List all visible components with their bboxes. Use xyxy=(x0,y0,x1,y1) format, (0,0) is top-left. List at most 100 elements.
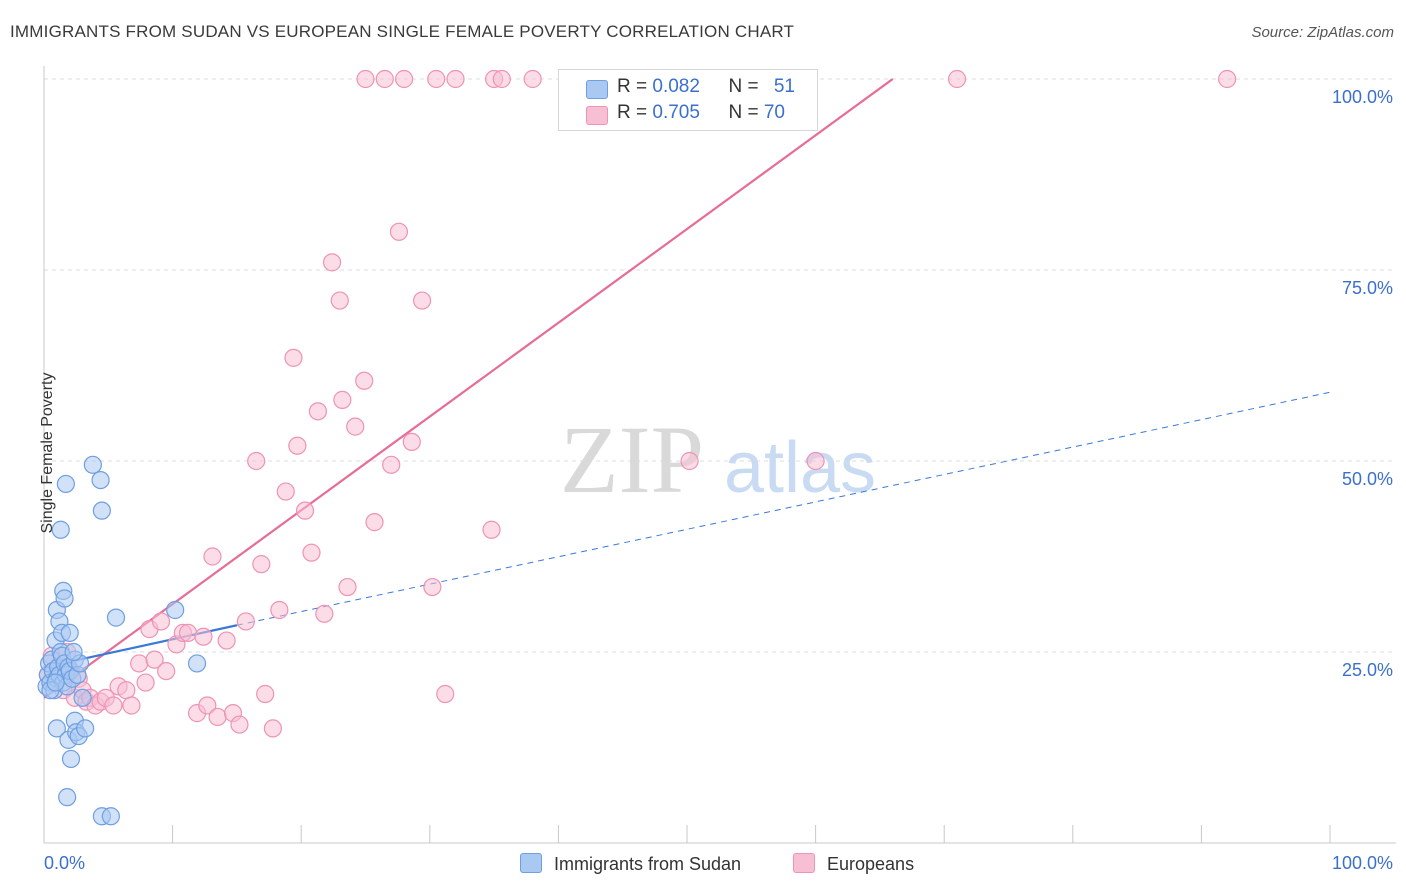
chart-title: IMMIGRANTS FROM SUDAN VS EUROPEAN SINGLE… xyxy=(10,22,795,41)
data-point-europeans xyxy=(446,69,465,89)
data-point-europeans xyxy=(356,69,375,89)
data-point-europeans xyxy=(122,696,141,715)
legend-n-value-europeans: 70 xyxy=(763,102,785,123)
data-point-europeans xyxy=(130,654,149,673)
data-point-europeans xyxy=(322,253,342,272)
data-point-sudan xyxy=(166,600,185,620)
data-point-sudan xyxy=(61,749,81,769)
data-point-europeans xyxy=(389,222,409,241)
data-point-europeans xyxy=(247,451,266,471)
bottom-legend-europeans: Europeans xyxy=(793,853,914,875)
data-point-europeans xyxy=(482,520,501,539)
tick-label-layer: 25.0% 50.0% 75.0% 100.0% 0.0% 100.0% xyxy=(44,87,1393,873)
bottom-legend-label-sudan: Immigrants from Sudan xyxy=(554,854,742,874)
legend-n-label: N = xyxy=(728,102,764,123)
data-point-sudan xyxy=(83,455,102,474)
watermark-atlas: atlas xyxy=(724,428,876,508)
data-point-europeans xyxy=(333,390,352,409)
bottom-legend-label-europeans: Europeans xyxy=(827,854,915,874)
data-point-europeans xyxy=(178,623,198,643)
y-tick-label: 25.0% xyxy=(1342,660,1393,680)
legend-swatch-sudan xyxy=(586,80,608,99)
data-point-europeans xyxy=(947,69,967,89)
data-point-sudan xyxy=(64,642,83,662)
data-point-europeans xyxy=(330,291,349,310)
data-point-europeans xyxy=(284,348,303,367)
data-point-europeans xyxy=(136,673,155,692)
data-point-europeans xyxy=(256,684,275,704)
data-point-sudan xyxy=(60,623,79,643)
data-point-sudan xyxy=(92,501,111,520)
data-point-europeans xyxy=(338,577,357,597)
correlation-legend: R = 0.082 N = 51 R = 0.705 N = 70 xyxy=(558,69,818,131)
data-point-sudan xyxy=(106,608,126,627)
data-point-europeans xyxy=(355,371,374,390)
y-tick-label: 100.0% xyxy=(1332,87,1393,107)
data-point-sudan xyxy=(51,520,70,539)
data-point-europeans xyxy=(270,600,289,620)
data-point-sudan xyxy=(56,474,75,494)
bottom-legend-sudan: Immigrants from Sudan xyxy=(520,853,741,875)
data-point-europeans xyxy=(151,612,171,631)
bottom-legend-swatch-europeans xyxy=(793,853,815,873)
chart-source: Source: ZipAtlas.com xyxy=(1251,24,1394,41)
data-point-europeans xyxy=(806,451,825,471)
x-tick-label: 0.0% xyxy=(44,853,85,873)
data-point-europeans xyxy=(427,69,446,89)
data-point-europeans xyxy=(402,432,421,451)
legend-swatch-europeans xyxy=(586,106,608,125)
data-point-europeans xyxy=(117,681,136,700)
legend-r-value-sudan: 0.082 xyxy=(652,76,700,97)
data-point-europeans xyxy=(1218,69,1237,89)
data-point-europeans xyxy=(194,627,213,646)
data-point-europeans xyxy=(394,69,414,89)
data-point-europeans xyxy=(295,501,315,520)
legend-r-label: R = xyxy=(617,76,653,97)
data-point-sudan xyxy=(58,788,77,807)
data-point-sudan xyxy=(73,688,92,707)
axis-layer xyxy=(43,66,1396,844)
x-tick-label: 100.0% xyxy=(1332,853,1393,873)
legend-r-value-europeans: 0.705 xyxy=(652,102,700,123)
trend-layer xyxy=(43,78,1331,699)
grid-layer xyxy=(44,78,1396,653)
data-point-europeans xyxy=(157,661,176,681)
data-point-europeans xyxy=(198,696,217,715)
y-tick-label: 50.0% xyxy=(1342,469,1393,489)
data-point-europeans xyxy=(302,543,321,562)
data-point-europeans xyxy=(365,513,384,532)
data-point-sudan xyxy=(101,807,120,826)
legend-r-label: R = xyxy=(617,102,653,123)
data-point-europeans xyxy=(308,402,328,421)
legend-n-label: N = xyxy=(728,76,764,97)
data-point-europeans xyxy=(375,69,394,89)
data-point-europeans xyxy=(203,547,222,566)
data-point-europeans xyxy=(412,291,432,310)
data-point-sudan xyxy=(76,719,95,738)
points-layer xyxy=(37,69,1237,826)
data-point-europeans xyxy=(315,604,334,623)
data-point-sudan xyxy=(91,471,110,490)
data-point-europeans xyxy=(263,719,283,738)
y-axis-label: Single Female Poverty xyxy=(39,372,56,534)
data-point-sudan xyxy=(55,589,74,608)
data-point-europeans xyxy=(523,69,542,89)
y-tick-label: 75.0% xyxy=(1342,278,1393,298)
data-point-europeans xyxy=(236,612,256,631)
data-point-europeans xyxy=(423,577,442,597)
data-point-sudan xyxy=(47,719,66,738)
data-point-europeans xyxy=(230,715,249,734)
data-point-europeans xyxy=(145,650,164,669)
data-point-europeans xyxy=(382,455,401,474)
data-point-europeans xyxy=(436,684,455,704)
data-point-europeans xyxy=(252,555,271,574)
watermark-zip: ZIP xyxy=(560,406,704,513)
watermark: ZIP atlas xyxy=(560,406,876,513)
data-point-europeans xyxy=(208,707,227,727)
data-point-europeans xyxy=(680,451,699,471)
data-point-europeans xyxy=(288,436,307,455)
data-point-europeans xyxy=(276,482,295,501)
legend-n-value-sudan: 51 xyxy=(773,76,795,97)
trendline-europeans xyxy=(43,78,894,699)
